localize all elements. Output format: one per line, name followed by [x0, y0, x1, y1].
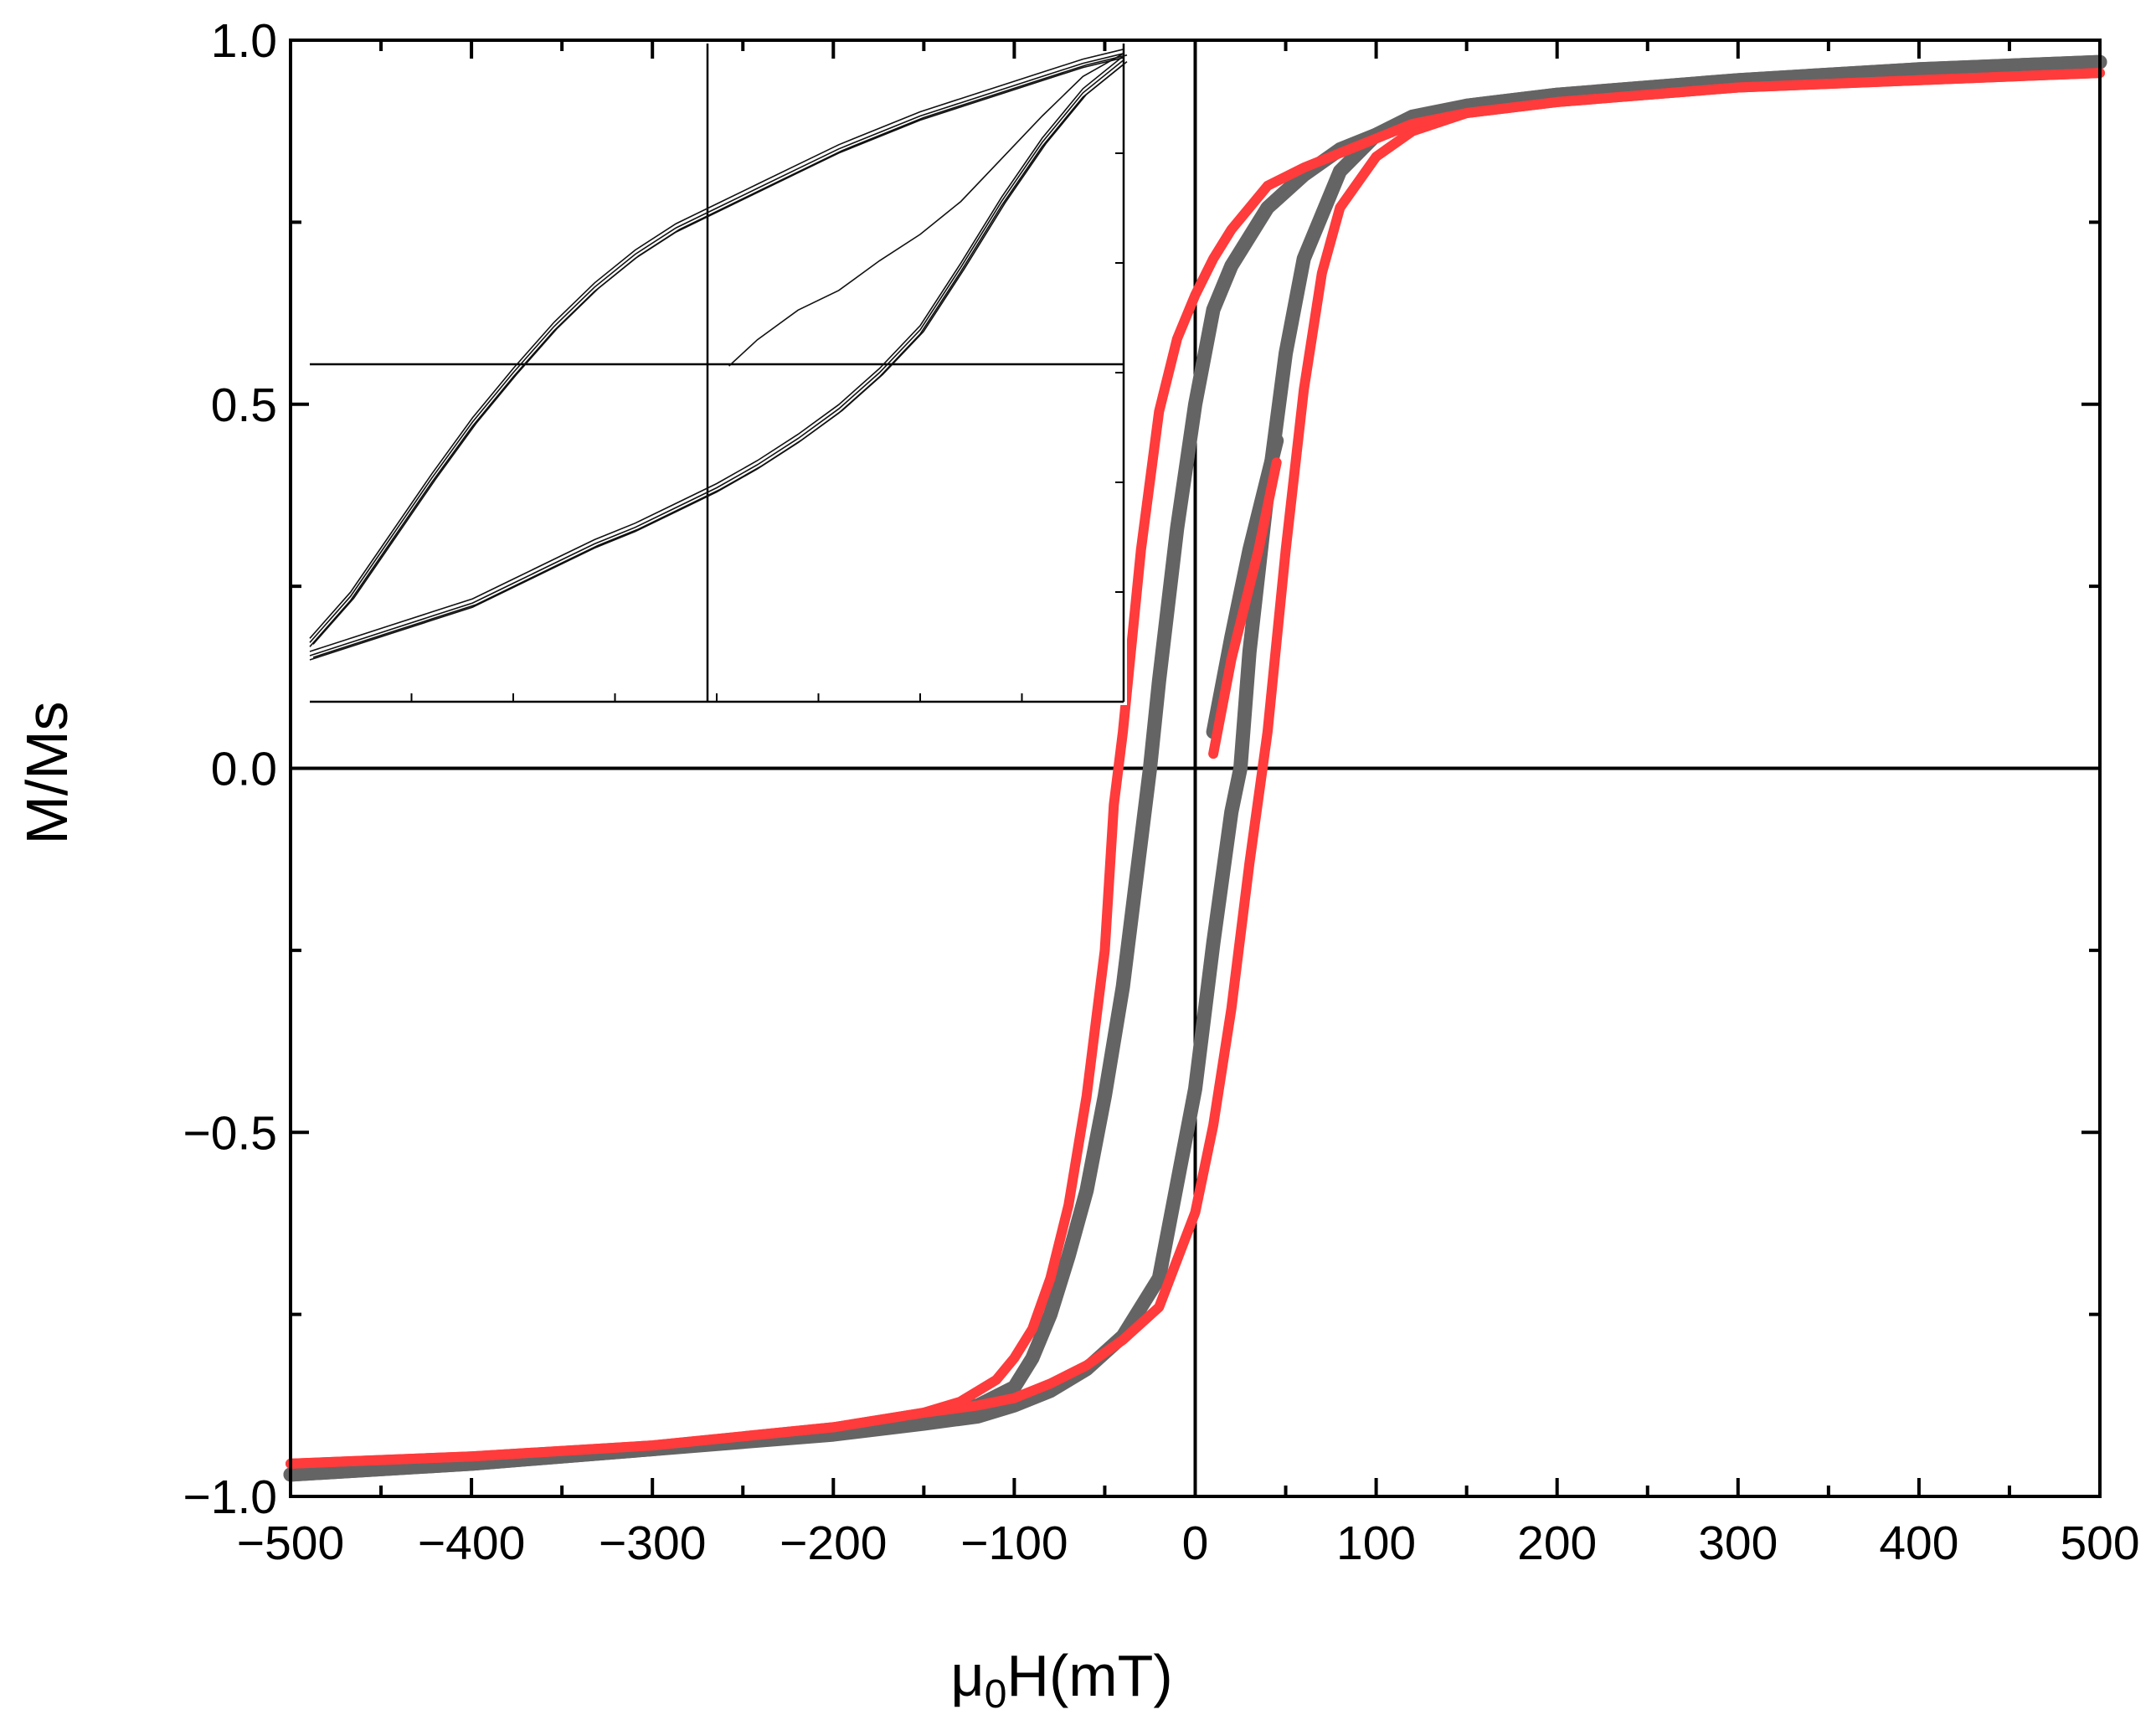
x-axis-label-main: μ — [950, 1643, 984, 1708]
x-tick-label: −300 — [599, 1517, 706, 1570]
y-tick-label: 0.0 — [211, 743, 277, 796]
x-tick-label: 200 — [1517, 1517, 1597, 1570]
series-1-descending-curve — [286, 68, 2105, 1469]
axis-ticks — [289, 39, 2102, 1498]
x-tick-label: −500 — [237, 1517, 344, 1570]
x-axis-label-subscript: 0 — [985, 1672, 1007, 1717]
x-tick-label: 400 — [1879, 1517, 1958, 1570]
inset-plot — [291, 40, 1128, 705]
inset-background — [291, 40, 1127, 705]
inset-lower-branch-line — [309, 54, 1124, 652]
main-plot-area — [283, 40, 2107, 1496]
x-tick-label: 0 — [1182, 1517, 1209, 1570]
inset-lower-branch-line — [312, 60, 1128, 658]
x-tick-label: 100 — [1336, 1517, 1416, 1570]
inset-lower-branch-line — [309, 59, 1124, 657]
series-1-initial-curve — [1208, 457, 1282, 760]
inset-initial-curve — [728, 53, 1124, 367]
inset-upper-branch-line — [312, 54, 1128, 645]
x-tick-label: −100 — [960, 1517, 1068, 1570]
x-tick-label: −200 — [780, 1517, 887, 1570]
y-tick-label: 0.5 — [211, 379, 277, 432]
y-tick-label: 1.0 — [211, 14, 277, 68]
inset-upper-branch-line — [309, 53, 1124, 643]
y-tick-label: −1.0 — [183, 1470, 277, 1524]
x-axis-label-rest: H(mT) — [1006, 1643, 1172, 1708]
inset-upper-branch-line — [309, 49, 1124, 639]
series-1 — [286, 68, 2105, 1469]
inset-upper-branch-line — [309, 57, 1124, 647]
inset-lower-branch-line — [309, 63, 1124, 661]
x-axis-label: μ0H(mT) — [950, 1643, 1172, 1717]
x-tick-label: −400 — [418, 1517, 525, 1570]
x-tick-label: 300 — [1698, 1517, 1778, 1570]
y-axis-label: M/Ms — [14, 701, 80, 844]
tick-labels: −500 −400 −300 −200 −100 0 100 200 300 400 500 −1.0… — [183, 14, 2139, 1570]
x-tick-label: 500 — [2060, 1517, 2139, 1570]
y-tick-label: −0.5 — [183, 1106, 277, 1160]
